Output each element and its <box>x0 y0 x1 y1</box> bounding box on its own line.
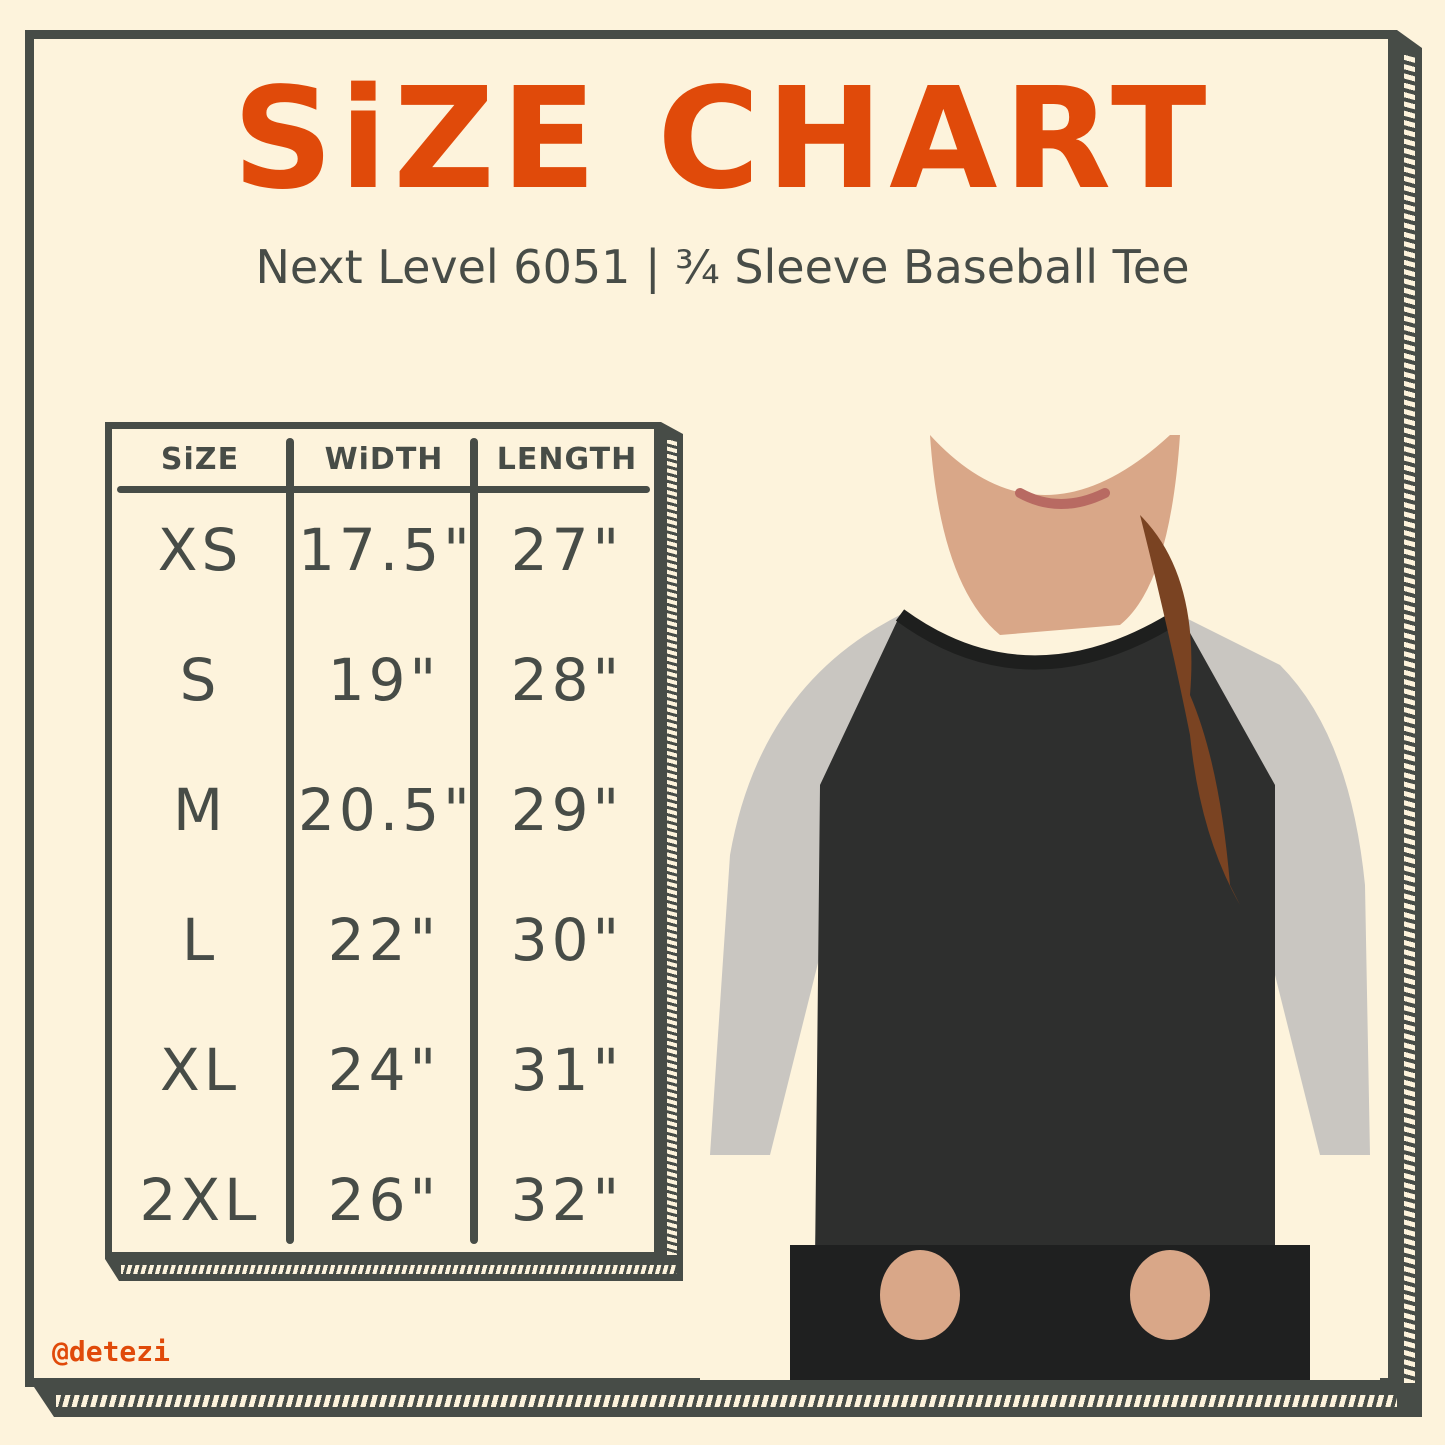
header-length: LENGTH <box>496 442 638 477</box>
table-bottom-edge <box>105 1259 683 1281</box>
width-cell: 26" <box>327 1166 441 1234</box>
product-subtitle: Next Level 6051 | ¾ Sleeve Baseball Tee <box>255 240 1190 294</box>
size-cell: S <box>179 646 221 714</box>
length-cell: 29" <box>510 776 624 844</box>
table-right-edge <box>661 422 683 1281</box>
length-cell: 32" <box>510 1166 624 1234</box>
column-divider <box>470 438 478 1244</box>
header-width: WiDTH <box>324 442 444 477</box>
frame-bottom-edge <box>34 1387 1420 1417</box>
frame-right-edge <box>1397 30 1422 1417</box>
header-size: SiZE <box>160 442 240 477</box>
size-cell: M <box>172 776 228 844</box>
size-cell: XS <box>157 516 243 584</box>
size-table <box>105 422 661 1259</box>
size-cell: XL <box>159 1036 241 1104</box>
length-cell: 28" <box>510 646 624 714</box>
header-divider <box>117 486 650 493</box>
column-divider <box>286 438 294 1244</box>
width-cell: 17.5" <box>298 516 474 584</box>
outer-frame <box>25 30 1397 1387</box>
size-cell: L <box>181 906 219 974</box>
width-cell: 24" <box>327 1036 441 1104</box>
model-photo <box>700 435 1380 1380</box>
width-cell: 22" <box>327 906 441 974</box>
width-cell: 19" <box>327 646 441 714</box>
length-cell: 31" <box>510 1036 624 1104</box>
width-cell: 20.5" <box>298 776 474 844</box>
length-cell: 30" <box>510 906 624 974</box>
length-cell: 27" <box>510 516 624 584</box>
size-cell: 2XL <box>139 1166 261 1234</box>
page-title: SiZE CHART <box>232 58 1213 221</box>
watermark-handle: @detezi <box>52 1335 171 1368</box>
